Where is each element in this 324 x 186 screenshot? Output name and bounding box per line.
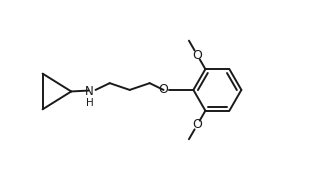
Text: H: H — [86, 98, 93, 108]
Text: O: O — [192, 118, 202, 131]
Text: O: O — [192, 49, 202, 62]
Text: N: N — [84, 85, 93, 98]
Text: O: O — [159, 84, 168, 96]
